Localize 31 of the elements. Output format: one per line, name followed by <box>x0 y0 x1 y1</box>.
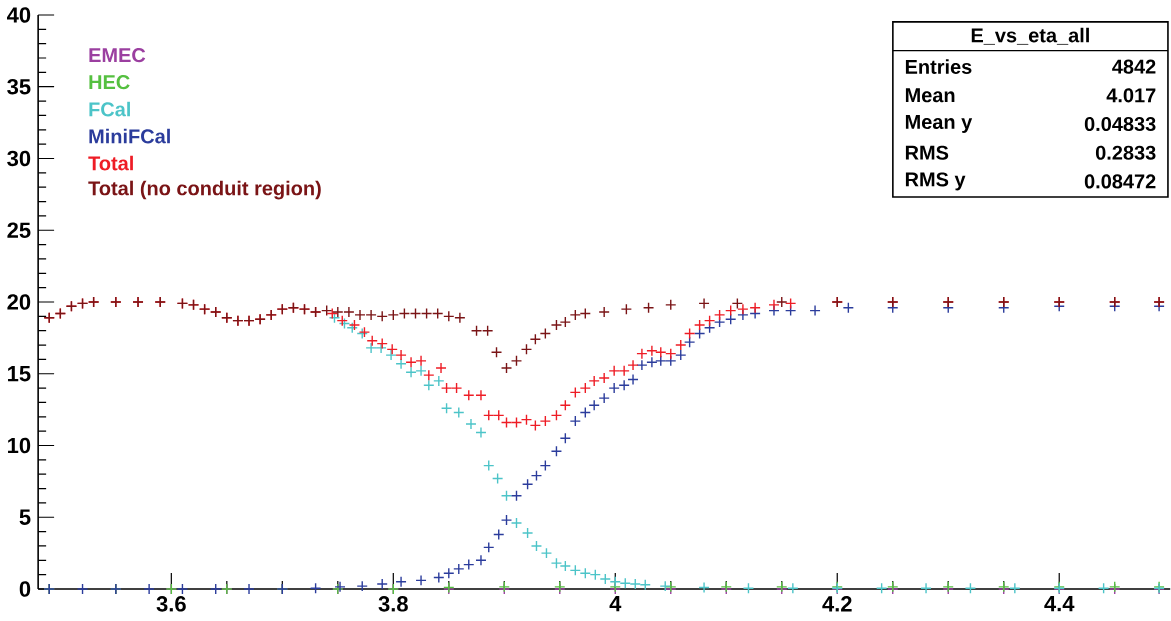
y-tick-label: 30 <box>7 150 31 167</box>
text: EMEC <box>89 48 146 63</box>
text: MiniFCal <box>89 128 170 144</box>
annotation: RMS <box>905 145 949 160</box>
y-tick-label: 35 <box>7 78 31 95</box>
y-tick-label: 20 <box>7 294 31 310</box>
text: Total <box>88 155 133 171</box>
annotation: 0.08472 <box>1084 174 1156 189</box>
y-tick-label: 25 <box>7 222 31 239</box>
annotation: Entries <box>905 59 972 74</box>
x-tick-label: 4 <box>609 596 622 612</box>
annotation: 0.2833 <box>1095 145 1156 160</box>
text: FCal <box>89 101 130 117</box>
x-tick-label: 3.8 <box>378 596 408 612</box>
text: Total (no conduit region) <box>88 180 321 200</box>
y-tick-label: 15 <box>8 366 31 382</box>
annotation: E_vs_eta_all <box>971 27 1089 45</box>
x-tick-label: 3.6 <box>156 596 186 612</box>
y-tick-label: 10 <box>8 437 31 454</box>
annotation: 4.017 <box>1106 88 1156 103</box>
x-tick-label: 4.4 <box>1044 596 1075 612</box>
annotation: Mean y <box>905 115 973 133</box>
x-tick-label: 4.2 <box>822 596 852 612</box>
y-tick-label: 0 <box>19 581 31 597</box>
text: HEC <box>89 75 130 90</box>
annotation: Mean <box>905 88 955 103</box>
y-tick-label: 5 <box>19 509 31 525</box>
annotation: RMS y <box>905 172 966 191</box>
annotation: 4842 <box>1112 59 1156 74</box>
annotation: 0.04833 <box>1084 116 1156 132</box>
y-tick-label: 40 <box>7 7 31 23</box>
